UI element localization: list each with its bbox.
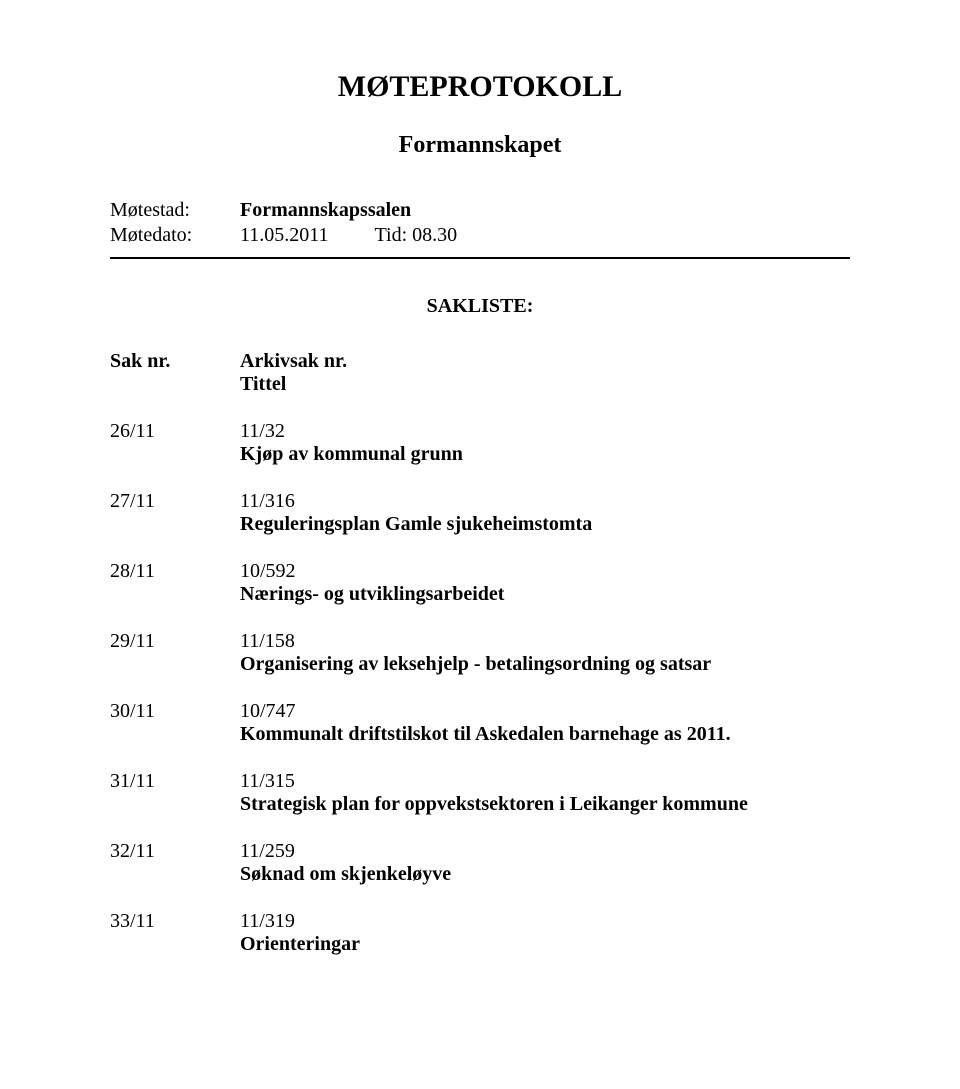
sak-item: 28/11 10/592 Nærings- og utviklingsarbei… bbox=[110, 560, 850, 606]
motedato-label: Møtedato: bbox=[110, 224, 240, 247]
sak-nr: 26/11 bbox=[110, 420, 240, 466]
sak-nr: 31/11 bbox=[110, 770, 240, 816]
meta-row-motestad: Møtestad: Formannskapssalen bbox=[110, 199, 850, 222]
sak-body: 10/747 Kommunalt driftstilskot til Asked… bbox=[240, 700, 850, 746]
sak-body: 11/259 Søknad om skjenkeløyve bbox=[240, 840, 850, 886]
sak-arkiv: 10/747 bbox=[240, 700, 850, 723]
subtitle: Formannskapet bbox=[110, 132, 850, 159]
header-arkivsak: Arkivsak nr. bbox=[240, 350, 347, 373]
motestad-label: Møtestad: bbox=[110, 199, 240, 222]
sak-arkiv: 11/32 bbox=[240, 420, 850, 443]
sak-arkiv: 11/316 bbox=[240, 490, 850, 513]
header-arkiv-tittel: Arkivsak nr. Tittel bbox=[240, 350, 347, 396]
header-tittel: Tittel bbox=[240, 373, 347, 396]
motedato-value: 11.05.2011 bbox=[240, 224, 329, 247]
meta-row-motedato: Møtedato: 11.05.2011 Tid: 08.30 bbox=[110, 224, 850, 247]
sak-title: Kommunalt driftstilskot til Askedalen ba… bbox=[240, 723, 850, 746]
tid-container: Tid: 08.30 bbox=[375, 224, 458, 247]
tid-label: Tid: bbox=[375, 224, 408, 246]
meta-block: Møtestad: Formannskapssalen Møtedato: 11… bbox=[110, 199, 850, 247]
sak-title: Søknad om skjenkeløyve bbox=[240, 863, 850, 886]
sak-nr: 33/11 bbox=[110, 910, 240, 956]
sak-title: Organisering av leksehjelp - betalingsor… bbox=[240, 653, 850, 676]
sak-body: 11/158 Organisering av leksehjelp - beta… bbox=[240, 630, 850, 676]
sak-nr: 28/11 bbox=[110, 560, 240, 606]
header-saknr: Sak nr. bbox=[110, 350, 240, 396]
sak-title: Strategisk plan for oppvekstsektoren i L… bbox=[240, 793, 850, 816]
motestad-value: Formannskapssalen bbox=[240, 199, 411, 222]
sak-item: 30/11 10/747 Kommunalt driftstilskot til… bbox=[110, 700, 850, 746]
sak-item: 33/11 11/319 Orienteringar bbox=[110, 910, 850, 956]
sak-arkiv: 11/315 bbox=[240, 770, 850, 793]
sak-item: 32/11 11/259 Søknad om skjenkeløyve bbox=[110, 840, 850, 886]
sak-nr: 30/11 bbox=[110, 700, 240, 746]
sak-arkiv: 10/592 bbox=[240, 560, 850, 583]
sak-arkiv: 11/158 bbox=[240, 630, 850, 653]
sak-arkiv: 11/319 bbox=[240, 910, 850, 933]
sak-item: 29/11 11/158 Organisering av leksehjelp … bbox=[110, 630, 850, 676]
sak-body: 11/319 Orienteringar bbox=[240, 910, 850, 956]
sak-body: 11/316 Reguleringsplan Gamle sjukeheimst… bbox=[240, 490, 850, 536]
column-headers: Sak nr. Arkivsak nr. Tittel bbox=[110, 350, 850, 396]
sak-nr: 27/11 bbox=[110, 490, 240, 536]
sak-item: 26/11 11/32 Kjøp av kommunal grunn bbox=[110, 420, 850, 466]
sak-item: 31/11 11/315 Strategisk plan for oppveks… bbox=[110, 770, 850, 816]
sak-list: 26/11 11/32 Kjøp av kommunal grunn 27/11… bbox=[110, 420, 850, 956]
sak-nr: 32/11 bbox=[110, 840, 240, 886]
sak-item: 27/11 11/316 Reguleringsplan Gamle sjuke… bbox=[110, 490, 850, 536]
sak-title: Orienteringar bbox=[240, 933, 850, 956]
sak-body: 11/315 Strategisk plan for oppvekstsekto… bbox=[240, 770, 850, 816]
tid-value: 08.30 bbox=[412, 224, 457, 246]
divider-line bbox=[110, 257, 850, 259]
sak-title: Nærings- og utviklingsarbeidet bbox=[240, 583, 850, 606]
sakliste-heading: SAKLISTE: bbox=[110, 295, 850, 318]
sak-arkiv: 11/259 bbox=[240, 840, 850, 863]
main-title: MØTEPROTOKOLL bbox=[110, 70, 850, 104]
sak-title: Kjøp av kommunal grunn bbox=[240, 443, 850, 466]
sak-nr: 29/11 bbox=[110, 630, 240, 676]
sak-title: Reguleringsplan Gamle sjukeheimstomta bbox=[240, 513, 850, 536]
sak-body: 10/592 Nærings- og utviklingsarbeidet bbox=[240, 560, 850, 606]
sak-body: 11/32 Kjøp av kommunal grunn bbox=[240, 420, 850, 466]
document-page: MØTEPROTOKOLL Formannskapet Møtestad: Fo… bbox=[0, 0, 960, 1089]
